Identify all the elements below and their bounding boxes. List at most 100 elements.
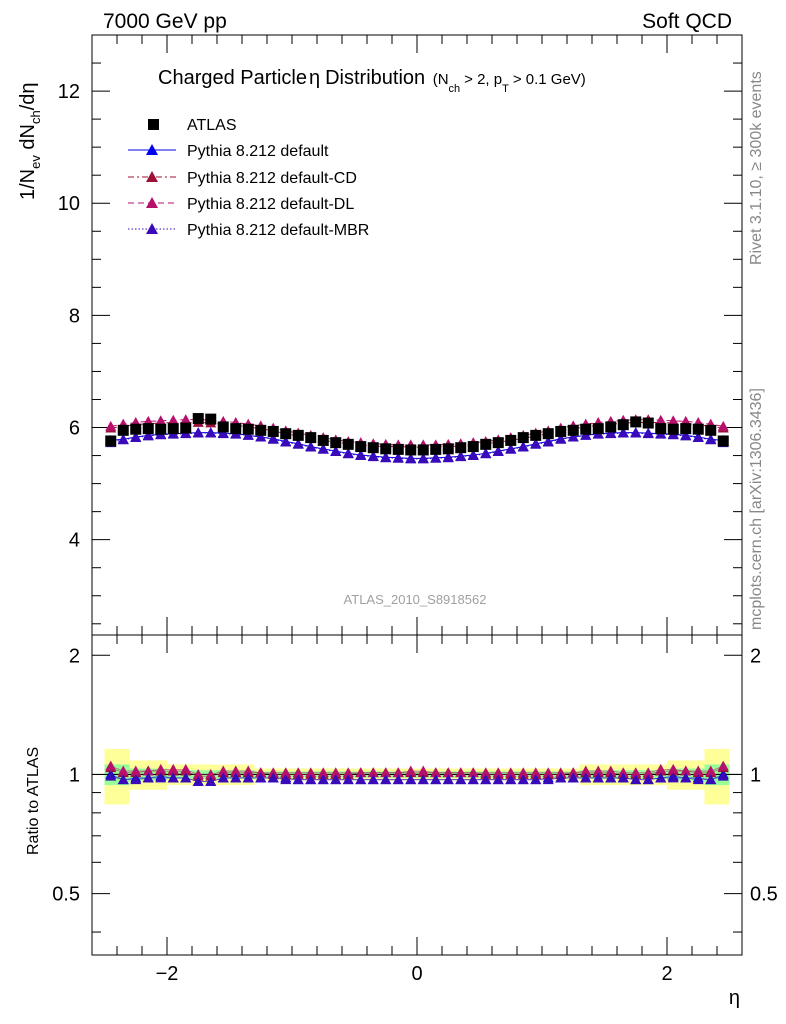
plot-title-cuts-sub: ch <box>449 83 461 95</box>
ratio-series-marker-3 <box>192 768 204 779</box>
ratio-series-marker-4 <box>142 772 154 783</box>
main-series-marker-4 <box>630 427 642 438</box>
atlas-data-point <box>217 421 229 433</box>
atlas-data-point <box>605 421 617 433</box>
ratio-series-marker-4 <box>167 772 179 783</box>
atlas-data-point <box>467 441 479 453</box>
plot-title: Charged Particle η Distribution (Nch> 2, p… <box>158 67 586 95</box>
ratio-plot: 0.5 0.5 1 1 2 2 Ratio to ATLAS −2 0 2 η <box>25 634 778 1009</box>
atlas-data-point <box>405 444 417 456</box>
ratio-y-tick-label-left: 1 <box>69 764 80 786</box>
ratio-series-marker-3 <box>580 765 592 776</box>
ratio-series-marker-4 <box>655 772 667 783</box>
ratio-series-marker-4 <box>480 774 492 785</box>
main-series-marker-4 <box>505 443 517 454</box>
atlas-data-point <box>442 443 454 455</box>
ratio-series-marker-4 <box>405 774 417 785</box>
ratio-series-marker-3 <box>330 767 342 778</box>
atlas-data-point <box>642 417 654 429</box>
main-series-marker-4 <box>380 452 392 463</box>
main-series-marker-4 <box>342 448 354 459</box>
ratio-series-marker-4 <box>392 774 404 785</box>
ratio-series-marker-4 <box>417 774 429 785</box>
main-series-marker-4 <box>355 450 367 460</box>
main-series-marker-4 <box>530 438 542 449</box>
ratio-plot-frame <box>91 634 743 956</box>
ratio-series-marker-3 <box>167 763 179 774</box>
ratio-series-marker-3 <box>455 767 467 778</box>
main-series-marker-4 <box>330 446 342 457</box>
main-series-marker-3 <box>180 414 192 425</box>
ratio-series-marker-3 <box>367 767 379 778</box>
ratio-y-tick-labels: 0.5 0.5 1 1 2 2 <box>52 645 778 905</box>
ratio-series-marker-3 <box>492 767 504 778</box>
ratio-series-marker-3 <box>567 767 579 778</box>
ratio-series-marker-4 <box>430 774 442 785</box>
rivet-version-label: Rivet 3.1.10, ≥ 300k events <box>748 71 765 265</box>
atlas-data-point <box>617 419 629 431</box>
atlas-data-point <box>692 423 704 435</box>
atlas-data-point <box>355 441 367 453</box>
atlas-data-point <box>480 438 492 450</box>
main-series-marker-4 <box>580 429 592 440</box>
legend-item-default-cd: Pythia 8.212 default-CD <box>128 170 357 187</box>
main-series-marker-4 <box>517 441 529 452</box>
process-label: Soft QCD <box>642 10 732 33</box>
ratio-series-marker-4 <box>667 772 679 783</box>
ratio-series-marker-4 <box>692 774 704 785</box>
ratio-series-marker-4 <box>517 774 529 785</box>
atlas-data-point <box>430 443 442 455</box>
ratio-series-marker-4 <box>117 774 129 785</box>
ratio-series-marker-3 <box>217 765 229 776</box>
x-tick-label: 2 <box>661 963 672 985</box>
legend: ATLAS Pythia 8.212 default Pythia 8.212 … <box>128 117 369 239</box>
atlas-data-point <box>317 434 329 446</box>
ratio-series-marker-4 <box>492 774 504 785</box>
ratio-series-marker-3 <box>305 767 317 778</box>
ratio-series-marker-3 <box>680 765 692 776</box>
atlas-data-point <box>155 423 167 435</box>
ratio-y-tick-label-right: 0.5 <box>750 884 778 906</box>
atlas-data-point <box>380 443 392 455</box>
atlas-data-point <box>305 432 317 444</box>
main-y-tick-label: 12 <box>58 81 80 103</box>
ratio-series-marker-4 <box>455 774 467 785</box>
main-series-marker-4 <box>130 432 142 443</box>
ratio-series-marker-3 <box>242 765 254 776</box>
ratio-series-marker-3 <box>130 765 142 776</box>
ratio-series-marker-4 <box>367 774 379 785</box>
main-series-marker-4 <box>467 450 479 460</box>
atlas-data-point <box>505 434 517 446</box>
ratio-series-marker-3 <box>205 768 217 779</box>
atlas-data-point <box>555 425 567 437</box>
ratio-series-marker-4 <box>442 774 454 785</box>
atlas-data-point <box>342 438 354 450</box>
ratio-series-marker-4 <box>717 770 729 781</box>
main-series-marker-4 <box>192 427 204 438</box>
y-label-part-4: ch <box>28 110 43 124</box>
main-series-marker-4 <box>542 436 554 447</box>
atlas-data-point <box>592 423 604 435</box>
main-series-marker-4 <box>405 453 417 464</box>
atlas-data-point <box>242 423 254 435</box>
ratio-series-marker-3 <box>717 760 729 771</box>
main-series-marker-4 <box>417 453 429 464</box>
legend-label-default-cd: Pythia 8.212 default-CD <box>187 170 357 187</box>
plot-title-cuts-sub2: T <box>502 83 509 95</box>
atlas-data-point <box>680 423 692 435</box>
ratio-series-marker-4 <box>555 772 567 783</box>
ratio-series-marker-3 <box>517 767 529 778</box>
legend-item-atlas: ATLAS <box>148 117 237 134</box>
ratio-series-marker-3 <box>267 767 279 778</box>
ratio-series-marker-3 <box>642 767 654 778</box>
ratio-series-marker-4 <box>230 772 242 783</box>
atlas-data-point <box>167 423 179 435</box>
main-series-marker-3 <box>717 420 729 431</box>
ratio-y-axis-label: Ratio to ATLAS <box>25 747 42 855</box>
ratio-series-marker-4 <box>292 774 304 785</box>
main-series-marker-4 <box>705 434 717 445</box>
ratio-series-marker-4 <box>280 774 292 785</box>
ratio-series-marker-3 <box>505 767 517 778</box>
plot-title-eta: η <box>309 67 320 89</box>
main-series-marker-4 <box>567 431 579 442</box>
